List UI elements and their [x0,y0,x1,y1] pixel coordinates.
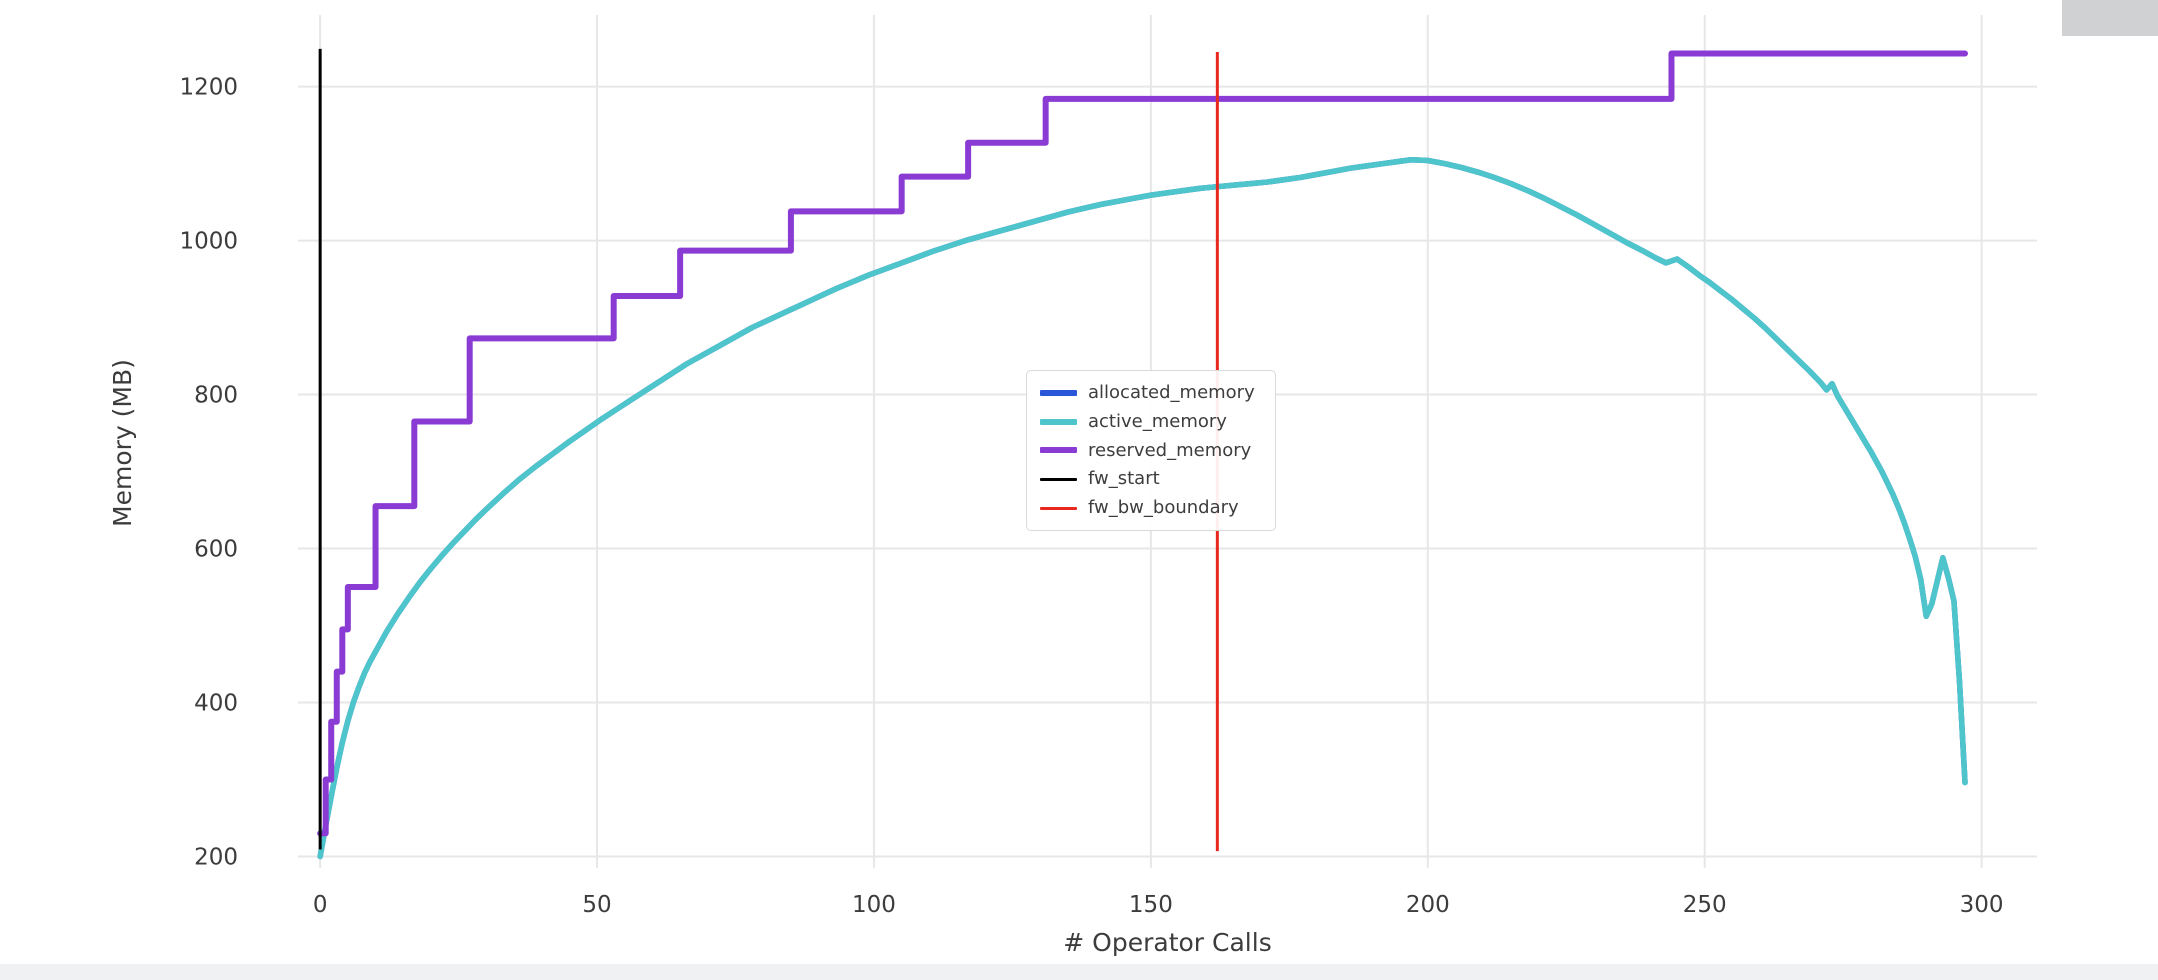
x-tick-label: 150 [1129,892,1173,918]
legend-item: active_memory [1040,410,1255,432]
legend-label: active_memory [1088,410,1227,432]
bottom-strip [0,964,2158,980]
legend-swatch-allocated_memory [1040,389,1077,396]
x-tick-label: 250 [1683,892,1727,918]
x-tick-label: 0 [313,892,328,918]
legend-item: fw_bw_boundary [1040,498,1255,518]
y-tick-label: 1000 [179,229,238,255]
x-tick-label: 100 [852,892,896,918]
legend-swatch-reserved_memory [1040,447,1077,454]
series-active_memory [317,156,1968,860]
legend-swatch-active_memory [1040,418,1077,425]
legend-swatch-fw_bw_boundary [1040,506,1077,510]
legend-item: reserved_memory [1040,439,1255,461]
legend-item: allocated_memory [1040,383,1255,403]
legend-item: fw_start [1040,469,1255,489]
y-tick-label: 800 [194,383,238,409]
x-tick-label: 300 [1960,892,2004,918]
x-axis-label: # Operator Calls [1063,928,1272,957]
legend-label: allocated_memory [1088,382,1255,403]
y-tick-label: 400 [194,690,238,716]
legend: allocated_memory active_memory reserved_me… [1026,370,1276,531]
series-reserved_memory [317,50,1968,837]
y-tick-label: 200 [194,844,238,870]
x-tick-label: 50 [582,892,611,918]
legend-label: fw_start [1088,468,1160,490]
y-tick-label: 1200 [179,75,238,101]
scrollbar-thumb[interactable] [2062,0,2158,36]
y-axis-label: Memory (MB) [108,359,137,527]
y-tick-label: 600 [194,537,238,563]
legend-swatch-fw_start [1040,477,1077,481]
x-tick-label: 200 [1406,892,1450,918]
legend-label: fw_bw_boundary [1088,497,1239,519]
legend-label: reserved_memory [1088,439,1252,461]
